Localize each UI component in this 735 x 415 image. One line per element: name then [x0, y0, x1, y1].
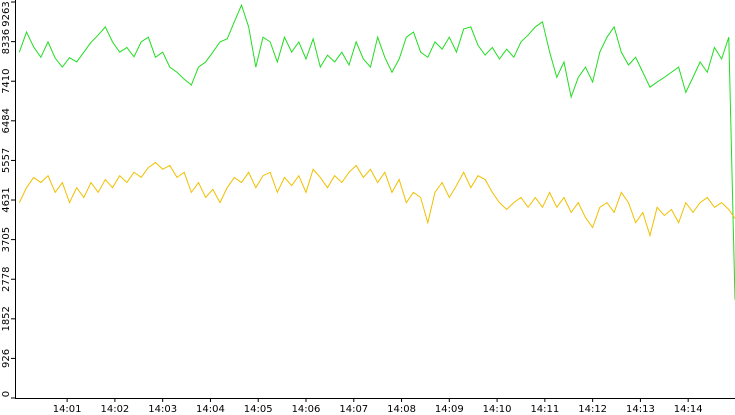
x-tick-label: 14:02 — [100, 404, 129, 415]
x-tick-label: 14:13 — [626, 404, 655, 415]
x-tick-label: 14:10 — [483, 404, 512, 415]
y-tick-label: 926 — [1, 349, 12, 368]
x-tick-label: 14:11 — [530, 404, 559, 415]
x-tick-label: 14:06 — [292, 404, 321, 415]
x-tick-label: 14:09 — [435, 404, 464, 415]
y-tick-label: 1852 — [1, 306, 12, 331]
x-tick-label: 14:04 — [196, 404, 225, 415]
y-tick-label: 3705 — [1, 227, 12, 252]
y-tick-label: 7410 — [1, 68, 12, 93]
series-line — [18, 3, 735, 300]
y-tick-label: 9263 — [1, 1, 12, 26]
x-tick-label: 14:12 — [578, 404, 607, 415]
y-tick-label: 8336 — [1, 29, 12, 54]
y-tick-label: 5557 — [1, 148, 12, 173]
x-tick-label: 14:08 — [387, 404, 416, 415]
x-tick-label: 14:07 — [339, 404, 368, 415]
y-tick-label: 2778 — [1, 267, 12, 292]
x-tick-label: 14:01 — [53, 404, 82, 415]
series-line — [18, 161, 735, 238]
y-tick-label: 0 — [1, 391, 12, 397]
x-tick-label: 14:03 — [148, 404, 177, 415]
y-tick-label: 4631 — [1, 187, 12, 212]
x-tick-label: 14:14 — [674, 404, 703, 415]
y-tick-label: 6484 — [1, 108, 12, 133]
x-tick-label: 14:05 — [244, 404, 273, 415]
